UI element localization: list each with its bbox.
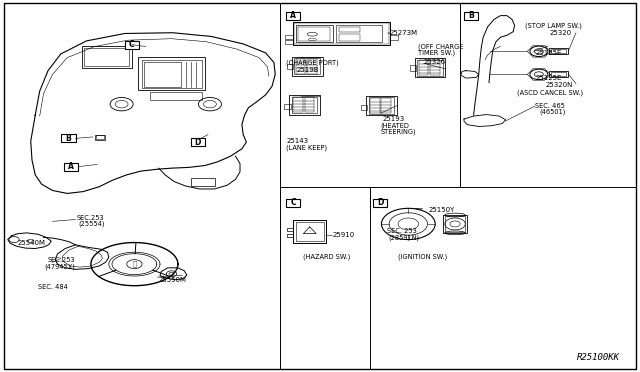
Bar bbox=[286, 199, 300, 207]
Text: (HEATED: (HEATED bbox=[380, 122, 409, 129]
Bar bbox=[289, 95, 320, 115]
Bar bbox=[551, 49, 566, 53]
Bar bbox=[292, 57, 323, 76]
Text: 25125E: 25125E bbox=[535, 75, 561, 81]
Bar bbox=[366, 96, 397, 115]
Bar bbox=[293, 22, 390, 45]
Bar bbox=[84, 48, 129, 66]
Bar bbox=[370, 98, 380, 113]
Text: B: B bbox=[468, 11, 474, 20]
Bar bbox=[125, 41, 139, 49]
Bar bbox=[287, 64, 293, 69]
Bar bbox=[464, 12, 478, 20]
Bar bbox=[296, 222, 324, 241]
Bar bbox=[549, 71, 568, 77]
Bar bbox=[390, 35, 398, 40]
Bar bbox=[285, 35, 293, 39]
Bar bbox=[150, 92, 202, 100]
Text: D: D bbox=[377, 198, 383, 207]
Bar bbox=[415, 58, 445, 77]
Bar bbox=[361, 105, 367, 110]
Bar bbox=[298, 27, 330, 41]
Bar bbox=[144, 62, 181, 87]
Text: C: C bbox=[129, 40, 134, 49]
Bar bbox=[296, 25, 333, 42]
Bar bbox=[142, 60, 202, 88]
Text: STEERING): STEERING) bbox=[380, 128, 416, 135]
Bar bbox=[445, 216, 465, 232]
Text: 25320N: 25320N bbox=[546, 82, 573, 88]
Bar bbox=[339, 34, 360, 41]
Text: 25143: 25143 bbox=[286, 138, 308, 144]
Bar bbox=[292, 97, 317, 113]
Bar bbox=[549, 48, 568, 54]
Text: 25910: 25910 bbox=[333, 232, 355, 238]
Bar bbox=[96, 135, 104, 139]
Text: A: A bbox=[68, 162, 74, 171]
Bar bbox=[410, 65, 416, 71]
Bar bbox=[551, 72, 566, 76]
Text: 25550M: 25550M bbox=[159, 277, 187, 283]
Text: 25193: 25193 bbox=[382, 116, 404, 122]
Bar bbox=[293, 220, 326, 243]
Bar bbox=[305, 97, 314, 112]
Text: (47945X): (47945X) bbox=[45, 263, 76, 270]
Text: (25554): (25554) bbox=[78, 221, 104, 227]
Bar bbox=[64, 163, 78, 171]
Bar bbox=[296, 59, 305, 74]
Bar bbox=[369, 97, 394, 114]
Bar bbox=[287, 228, 293, 231]
Text: (OFF CHARGE: (OFF CHARGE bbox=[418, 43, 463, 50]
Bar bbox=[430, 60, 440, 75]
Bar bbox=[287, 234, 293, 237]
Bar bbox=[373, 199, 387, 207]
Text: 25540M: 25540M bbox=[18, 240, 46, 246]
Text: (IGNITION SW.): (IGNITION SW.) bbox=[398, 253, 447, 260]
Bar bbox=[284, 104, 291, 109]
Text: (28591N): (28591N) bbox=[388, 234, 420, 241]
Text: SEC. 484: SEC. 484 bbox=[38, 284, 68, 290]
Bar bbox=[191, 178, 215, 186]
Text: SEC.253: SEC.253 bbox=[77, 215, 104, 221]
Bar bbox=[285, 40, 293, 44]
Text: 卍: 卍 bbox=[132, 261, 136, 267]
Text: 25150Y: 25150Y bbox=[429, 207, 455, 213]
Bar bbox=[294, 23, 389, 44]
Bar bbox=[293, 97, 303, 112]
Bar bbox=[191, 138, 205, 146]
Text: C: C bbox=[291, 198, 296, 207]
Text: SEC. 465: SEC. 465 bbox=[535, 103, 565, 109]
Bar bbox=[381, 98, 391, 113]
Text: 25273M: 25273M bbox=[389, 31, 417, 36]
Bar bbox=[138, 57, 205, 90]
Bar bbox=[61, 134, 76, 142]
Text: A: A bbox=[290, 11, 296, 20]
Text: 25326: 25326 bbox=[424, 60, 446, 65]
Bar bbox=[417, 60, 443, 76]
Bar bbox=[82, 46, 132, 68]
Bar bbox=[339, 27, 360, 32]
Bar bbox=[286, 12, 300, 20]
Text: SEC. 253: SEC. 253 bbox=[387, 228, 416, 234]
Text: D: D bbox=[195, 138, 201, 147]
Bar bbox=[336, 25, 382, 42]
Text: B: B bbox=[66, 134, 71, 143]
Bar bbox=[95, 135, 105, 140]
Text: TIMER SW.): TIMER SW.) bbox=[418, 49, 455, 56]
Bar bbox=[294, 58, 320, 74]
Text: (46501): (46501) bbox=[540, 108, 566, 115]
Text: R25100KK: R25100KK bbox=[577, 353, 620, 362]
Text: (CHARGE PORT): (CHARGE PORT) bbox=[286, 60, 339, 67]
Bar bbox=[443, 215, 467, 233]
Text: 2519B: 2519B bbox=[296, 67, 319, 73]
Bar bbox=[307, 59, 317, 74]
Text: SEC.253: SEC.253 bbox=[48, 257, 76, 263]
Bar bbox=[419, 60, 428, 75]
Text: (LANE KEEP): (LANE KEEP) bbox=[286, 145, 327, 151]
Text: (ASCD CANCEL SW.): (ASCD CANCEL SW.) bbox=[517, 89, 583, 96]
Text: (HAZARD SW.): (HAZARD SW.) bbox=[303, 253, 350, 260]
Text: (STOP LAMP SW.): (STOP LAMP SW.) bbox=[525, 23, 582, 29]
Text: 25125E: 25125E bbox=[535, 50, 561, 56]
Text: 25320: 25320 bbox=[549, 30, 572, 36]
